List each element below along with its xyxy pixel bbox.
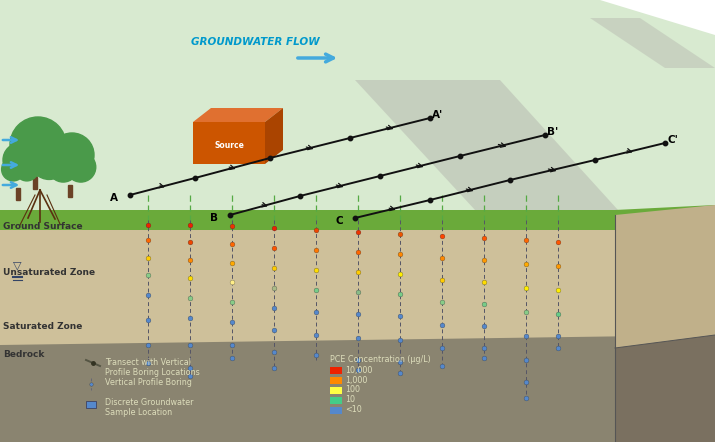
Text: GROUNDWATER FLOW: GROUNDWATER FLOW <box>191 37 320 47</box>
Bar <box>86 401 96 408</box>
Bar <box>33 177 37 189</box>
Circle shape <box>30 141 68 179</box>
Circle shape <box>10 117 66 173</box>
Bar <box>330 377 342 384</box>
Text: PCE Concentration (μg/L): PCE Concentration (μg/L) <box>330 355 430 364</box>
Polygon shape <box>615 335 715 442</box>
Polygon shape <box>590 18 715 68</box>
Circle shape <box>8 141 46 179</box>
Text: Transect with Vertical
Profile Boring Locations: Transect with Vertical Profile Boring Lo… <box>105 358 199 377</box>
Bar <box>330 407 342 414</box>
Text: Saturated Zone: Saturated Zone <box>3 322 82 331</box>
Polygon shape <box>615 205 715 348</box>
Text: Bedrock: Bedrock <box>3 350 44 359</box>
Text: 10: 10 <box>345 396 355 404</box>
Text: Discrete Groundwater
Sample Location: Discrete Groundwater Sample Location <box>105 398 194 417</box>
Text: B: B <box>210 213 218 223</box>
Polygon shape <box>193 108 283 122</box>
Bar <box>330 397 342 404</box>
Circle shape <box>50 133 94 177</box>
Bar <box>330 367 342 374</box>
Text: ▽: ▽ <box>13 260 21 270</box>
Polygon shape <box>0 215 715 360</box>
Text: Ground Surface: Ground Surface <box>3 222 83 231</box>
Circle shape <box>15 158 39 181</box>
Text: B': B' <box>547 127 558 137</box>
Text: 1,000: 1,000 <box>345 376 368 385</box>
Text: C: C <box>335 216 343 226</box>
Polygon shape <box>0 335 715 442</box>
Circle shape <box>48 152 78 182</box>
Text: A': A' <box>432 110 443 120</box>
Circle shape <box>66 152 96 182</box>
Bar <box>16 188 20 200</box>
Text: 100: 100 <box>345 385 360 395</box>
Bar <box>68 185 72 197</box>
Text: Source: Source <box>214 141 244 149</box>
Text: 10,000: 10,000 <box>345 366 373 374</box>
Circle shape <box>1 158 25 181</box>
Polygon shape <box>0 215 715 300</box>
Polygon shape <box>355 80 618 210</box>
Polygon shape <box>0 205 715 230</box>
Bar <box>330 387 342 394</box>
Text: A: A <box>110 193 118 203</box>
Text: Unsaturated Zone: Unsaturated Zone <box>3 268 95 277</box>
Text: Vertical Profile Boring: Vertical Profile Boring <box>105 378 192 387</box>
Polygon shape <box>265 108 283 164</box>
Text: <10: <10 <box>345 405 362 415</box>
Polygon shape <box>0 0 715 215</box>
Circle shape <box>3 143 37 177</box>
Text: C': C' <box>667 135 678 145</box>
Polygon shape <box>193 122 265 164</box>
